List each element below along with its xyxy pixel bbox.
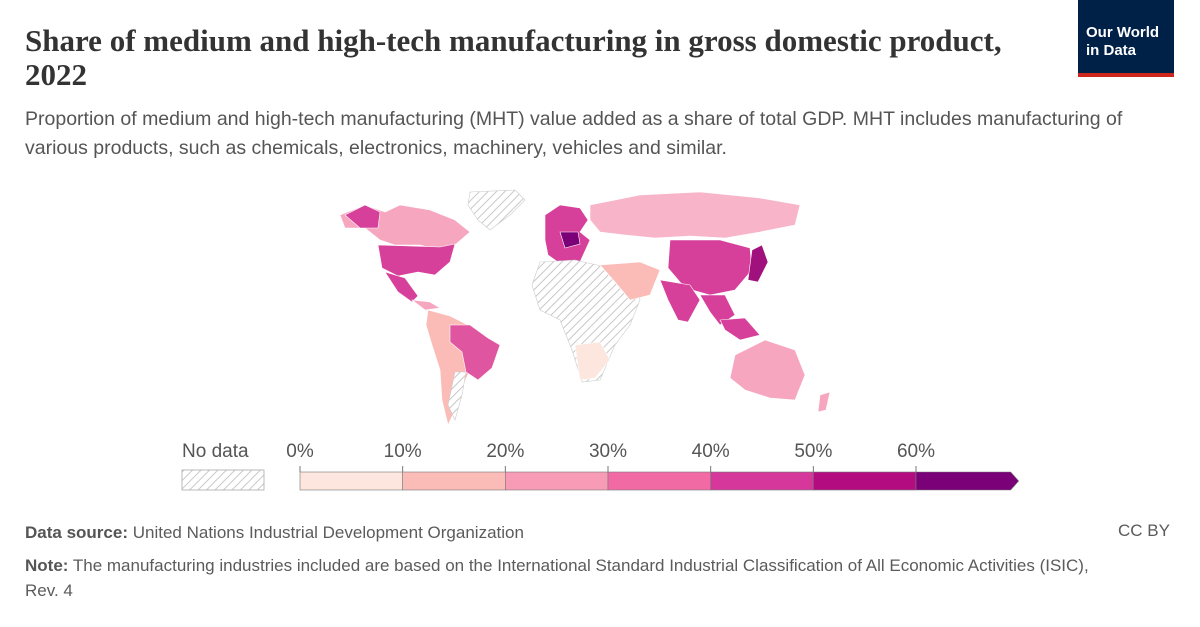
- note: Note: The manufacturing industries inclu…: [25, 553, 1125, 603]
- legend-tick-label: 30%: [589, 441, 627, 462]
- no-data-swatch: [181, 469, 265, 491]
- legend-bin: [607, 471, 711, 491]
- note-text: The manufacturing industries included ar…: [25, 556, 1089, 600]
- legend-bin: [505, 471, 609, 491]
- source: Data source: United Nations Industrial D…: [25, 520, 524, 545]
- legend-bin: [402, 471, 506, 491]
- legend-tick-label: 10%: [384, 441, 422, 462]
- legend-tick-label: 40%: [692, 441, 730, 462]
- no-data-label: No data: [182, 441, 249, 462]
- legend-bin: [299, 471, 403, 491]
- countries: [339, 189, 831, 426]
- legend-bin: [710, 471, 814, 491]
- legend-bin: [813, 471, 917, 491]
- logo[interactable]: Our World in Data: [1078, 0, 1174, 77]
- subtitle: Proportion of medium and high-tech manuf…: [25, 108, 1123, 159]
- source-text: United Nations Industrial Development Or…: [132, 523, 524, 542]
- source-label: Data source:: [25, 523, 128, 542]
- logo-line: in Data: [1086, 42, 1137, 59]
- legend-tick-label: 20%: [486, 441, 524, 462]
- logo-line: Our World: [1086, 24, 1160, 41]
- legend-tick-label: 0%: [286, 441, 314, 462]
- legend: No data 0% 10% 20% 30% 40% 50% 60%: [181, 441, 1020, 491]
- legend-tick-label: 60%: [897, 441, 935, 462]
- legend-tick-label: 50%: [794, 441, 832, 462]
- license[interactable]: CC BY: [1118, 521, 1170, 540]
- title: Share of medium and high-tech manufactur…: [25, 23, 1002, 92]
- legend-bin-open: [915, 471, 1020, 491]
- note-label: Note:: [25, 556, 69, 575]
